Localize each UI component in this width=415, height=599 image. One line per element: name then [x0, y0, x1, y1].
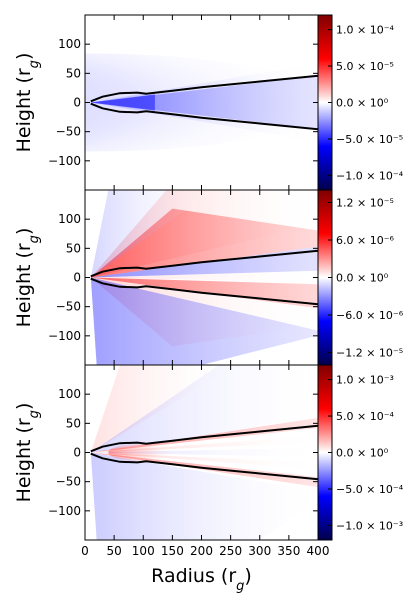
- y-tick-label: 50: [66, 66, 81, 80]
- red-core-spot: [108, 443, 179, 462]
- heatmap-field: [85, 365, 318, 540]
- x-tick-label: 400: [307, 544, 330, 558]
- y-axis-label: Height (rg): [13, 53, 42, 153]
- boundary-curve-lower: [90, 452, 319, 481]
- blue-lower-outer: [90, 277, 318, 365]
- boundary-curve-upper: [90, 249, 319, 278]
- colorbar-tick-label: −1.0 × 10⁻³: [336, 519, 403, 532]
- red-upper-inner: [90, 435, 318, 453]
- blue-lower-region: [90, 452, 318, 540]
- blue-upper-outer: [90, 190, 214, 278]
- colorbar-tick-label: −5.0 × 10⁻⁵: [336, 133, 403, 146]
- x-tick-label: 50: [106, 544, 121, 558]
- y-tick-label: 0: [73, 271, 81, 285]
- y-tick-label: −50: [56, 300, 81, 314]
- boundary-curve-upper: [90, 424, 319, 453]
- boundary-curve-lower: [90, 102, 319, 131]
- colorbar: 1.0 × 10⁻³ 5.0 × 10⁻⁴ 0.0 × 10⁰ −5.0 × 10⁻⁴…: [317, 364, 404, 541]
- y-tick-label: −100: [48, 154, 81, 168]
- colorbar-tick-label: −6.0 × 10⁻⁶: [336, 309, 404, 322]
- colorbar: 1.2 × 10⁻⁵ 6.0 × 10⁻⁶ 0.0 × 10⁰ −6.0 × 10⁻⁶…: [317, 189, 404, 366]
- colorbar-tick-label: 5.0 × 10⁻⁴: [336, 410, 395, 423]
- y-tick-label: 0: [73, 96, 81, 110]
- y-tick-label: −100: [48, 504, 81, 518]
- colorbar-tick-label: 1.0 × 10⁻³: [336, 374, 394, 387]
- x-tick-label: 350: [277, 544, 300, 558]
- y-tick-label: 100: [58, 212, 81, 226]
- colorbar: 1.0 × 10⁻⁴ 5.0 × 10⁻⁵ 0.0 × 10⁰ −5.0 × 10⁻⁵…: [317, 14, 404, 191]
- y-tick-label: 100: [58, 387, 81, 401]
- colorbar-tick-label: −1.2 × 10⁻⁵: [336, 347, 403, 360]
- boundary-curve-upper: [90, 74, 319, 103]
- y-tick-label: 0: [73, 446, 81, 460]
- colorbar-tick-label: 0.0 × 10⁰: [336, 447, 389, 460]
- x-axis-label: Radius (rg): [151, 565, 252, 594]
- colorbar-tick-label: 0.0 × 10⁰: [336, 97, 389, 110]
- y-tick-label: −50: [56, 475, 81, 489]
- blue-inner-core: [90, 94, 155, 111]
- blue-upper-region: [90, 365, 318, 453]
- y-tick-label: 100: [58, 37, 81, 51]
- blue-midplane: [90, 448, 318, 457]
- panel-bottom: 100 50 0 −50 −100 0 50 100 150 200 250 300 350 400 Hei…: [13, 364, 404, 558]
- boundary-curve-lower: [90, 277, 319, 306]
- y-tick-label: −100: [48, 329, 81, 343]
- colorbar-tick-label: −1.0 × 10⁻⁴: [336, 169, 404, 182]
- colorbar-tick-label: −5.0 × 10⁻⁴: [336, 483, 404, 496]
- colorbar-tick-label: 1.0 × 10⁻⁴: [336, 24, 395, 37]
- x-tick-label: 200: [190, 544, 213, 558]
- blue-core-lobe: [90, 75, 318, 130]
- red-upper-band: [90, 208, 318, 278]
- colorbar-tick-label: 1.2 × 10⁻⁵: [336, 197, 394, 210]
- colorbar-tick-label: 5.0 × 10⁻⁵: [336, 60, 394, 73]
- y-tick-label: 50: [66, 241, 81, 255]
- y-tick-label: 50: [66, 416, 81, 430]
- x-tick-label: 150: [161, 544, 184, 558]
- y-axis-label: Height (rg): [13, 228, 42, 328]
- red-midplane: [90, 270, 318, 282]
- panel-top: 100 50 0 −50 −100 Height (rg) 1.0 × 10⁻⁴ 5.0 × …: [13, 14, 404, 191]
- colorbar-tick-label: 0.0 × 10⁰: [336, 272, 389, 285]
- x-tick-label: 0: [81, 544, 89, 558]
- red-lower-inner: [90, 452, 318, 470]
- x-tick-label: 100: [132, 544, 155, 558]
- heatmap-field: [85, 190, 318, 365]
- x-tick-label: 300: [248, 544, 271, 558]
- panel-middle: 100 50 0 −50 −100 Height (rg) 1.2 × 10⁻⁵ 6.0 × …: [13, 189, 404, 366]
- x-tick-label: 250: [219, 544, 242, 558]
- y-tick-label: −50: [56, 125, 81, 139]
- colorbar-tick-label: 6.0 × 10⁻⁶: [336, 234, 395, 247]
- y-axis-label: Height (rg): [13, 403, 42, 503]
- heatmap-field: [85, 15, 318, 190]
